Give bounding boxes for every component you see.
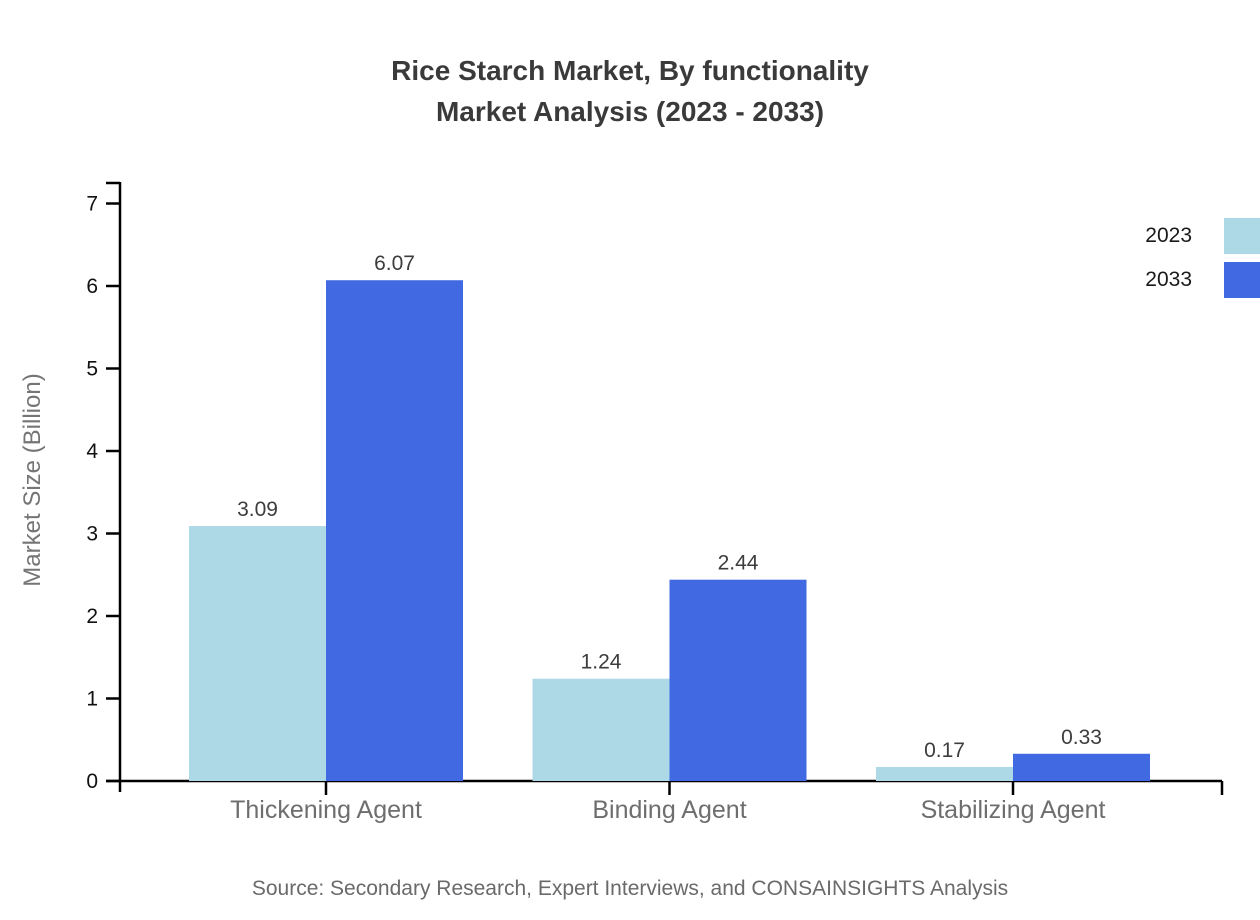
bar-2033-binding-agent [669,579,807,781]
y-axis-title: Market Size (Billion) [19,373,46,587]
bar-2023-stabilizing-agent [876,766,1013,781]
legend: 2023 2033 [1145,218,1260,298]
value-label-2023-stabilizing-agent: 0.17 [924,739,965,762]
legend-label-2023: 2023 [1145,224,1192,247]
y-tick-label: 0 [86,770,98,793]
legend-item-2033: 2033 [1145,262,1260,298]
y-tick-label: 3 [86,523,98,546]
bar-2033-thickening-agent [326,280,463,781]
value-label-2023-thickening-agent: 3.09 [237,498,278,521]
bar-2023-thickening-agent [189,526,326,781]
x-category-label: Stabilizing Agent [921,796,1106,824]
y-tick-label: 4 [86,440,98,463]
legend-label-2033: 2033 [1145,268,1192,291]
y-tick-label: 7 [86,193,98,216]
y-tick-label: 1 [86,688,98,711]
chart-title: Rice Starch Market, By functionality Mar… [0,50,1260,132]
chart-title-line2: Market Analysis (2023 - 2033) [435,96,825,127]
y-tick-label: 5 [86,358,98,381]
x-category-label: Thickening Agent [230,796,422,824]
value-label-2033-stabilizing-agent: 0.33 [1061,726,1102,749]
value-label-2033-thickening-agent: 6.07 [374,252,415,275]
y-tick-label: 2 [86,605,98,628]
value-label-2023-binding-agent: 1.24 [581,651,622,674]
value-label-2033-binding-agent: 2.44 [718,552,759,575]
legend-swatch-2033 [1224,262,1260,298]
x-category-label: Binding Agent [592,796,746,824]
y-tick-label: 6 [86,275,98,298]
bar-2023-binding-agent [532,678,670,781]
chart-title-line1: Rice Starch Market, By functionality [391,55,869,86]
bar-2033-stabilizing-agent [1013,753,1150,781]
source-attribution: Source: Secondary Research, Expert Inter… [251,877,1009,900]
legend-item-2023: 2023 [1145,218,1260,254]
legend-swatch-2023 [1224,218,1260,254]
